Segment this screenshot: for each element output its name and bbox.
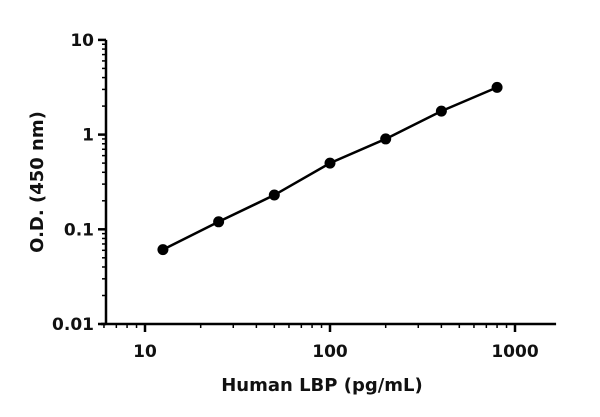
data-point bbox=[435, 105, 447, 117]
y-tick-label: 1 bbox=[82, 126, 94, 146]
y-axis: 0.01 0.1 1 10 bbox=[52, 31, 108, 335]
x-axis: 10 100 1000 bbox=[101, 322, 557, 362]
data-point bbox=[491, 81, 503, 93]
data-point bbox=[268, 189, 280, 201]
y-tick-label: 10 bbox=[70, 31, 94, 51]
data-point bbox=[157, 244, 169, 256]
x-tick-label: 10 bbox=[133, 342, 157, 362]
x-tick-label: 100 bbox=[312, 342, 348, 362]
plot-area bbox=[157, 81, 503, 256]
x-axis-title: Human LBP (pg/mL) bbox=[221, 375, 423, 396]
x-tick-label: 1000 bbox=[491, 342, 538, 362]
data-point bbox=[380, 133, 392, 145]
y-tick-label: 0.01 bbox=[52, 315, 94, 335]
y-tick-label: 0.1 bbox=[64, 220, 94, 240]
data-point bbox=[324, 157, 336, 169]
data-point bbox=[213, 216, 225, 228]
y-axis-title: O.D. (450 nm) bbox=[27, 111, 48, 253]
